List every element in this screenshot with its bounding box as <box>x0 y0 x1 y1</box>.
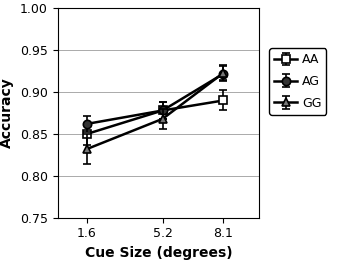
Legend: AA, AG, GG: AA, AG, GG <box>270 48 327 115</box>
X-axis label: Cue Size (degrees): Cue Size (degrees) <box>85 246 232 260</box>
Y-axis label: Accuracy: Accuracy <box>0 78 14 148</box>
